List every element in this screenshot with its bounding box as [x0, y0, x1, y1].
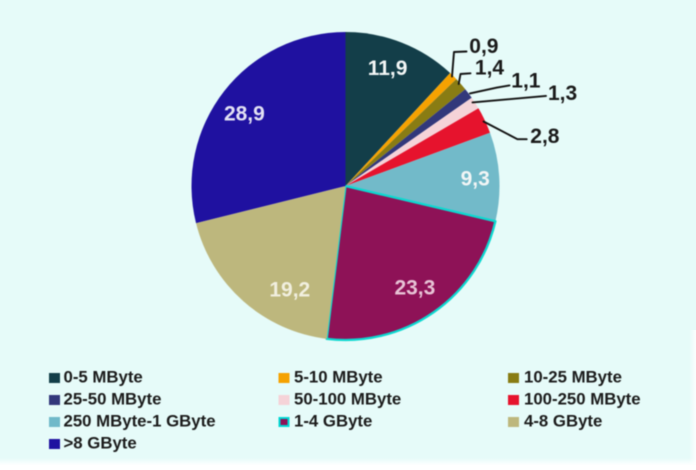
svg-text:0,9: 0,9 [469, 35, 498, 58]
svg-text:19,2: 19,2 [269, 279, 310, 302]
svg-text:100-250 MByte: 100-250 MByte [524, 390, 641, 409]
svg-text:1-4 GByte: 1-4 GByte [294, 412, 372, 431]
svg-text:23,3: 23,3 [394, 276, 435, 299]
svg-text:1,1: 1,1 [511, 69, 541, 92]
svg-text:9,3: 9,3 [461, 168, 490, 191]
svg-text:0-5 MByte: 0-5 MByte [64, 368, 143, 387]
svg-text:28,9: 28,9 [224, 103, 265, 126]
svg-text:>8 GByte: >8 GByte [64, 434, 137, 453]
svg-text:10-25 MByte: 10-25 MByte [524, 368, 622, 387]
svg-text:1,4: 1,4 [475, 57, 505, 80]
svg-text:50-100 MByte: 50-100 MByte [294, 390, 401, 409]
svg-text:2,8: 2,8 [530, 125, 560, 148]
svg-text:5-10 MByte: 5-10 MByte [294, 368, 383, 387]
svg-text:1,3: 1,3 [548, 82, 577, 105]
svg-text:4-8 GByte: 4-8 GByte [524, 412, 602, 431]
svg-text:25-50 MByte: 25-50 MByte [64, 390, 162, 409]
svg-text:250 MByte-1 GByte: 250 MByte-1 GByte [64, 412, 216, 431]
svg-text:11,9: 11,9 [368, 57, 408, 80]
